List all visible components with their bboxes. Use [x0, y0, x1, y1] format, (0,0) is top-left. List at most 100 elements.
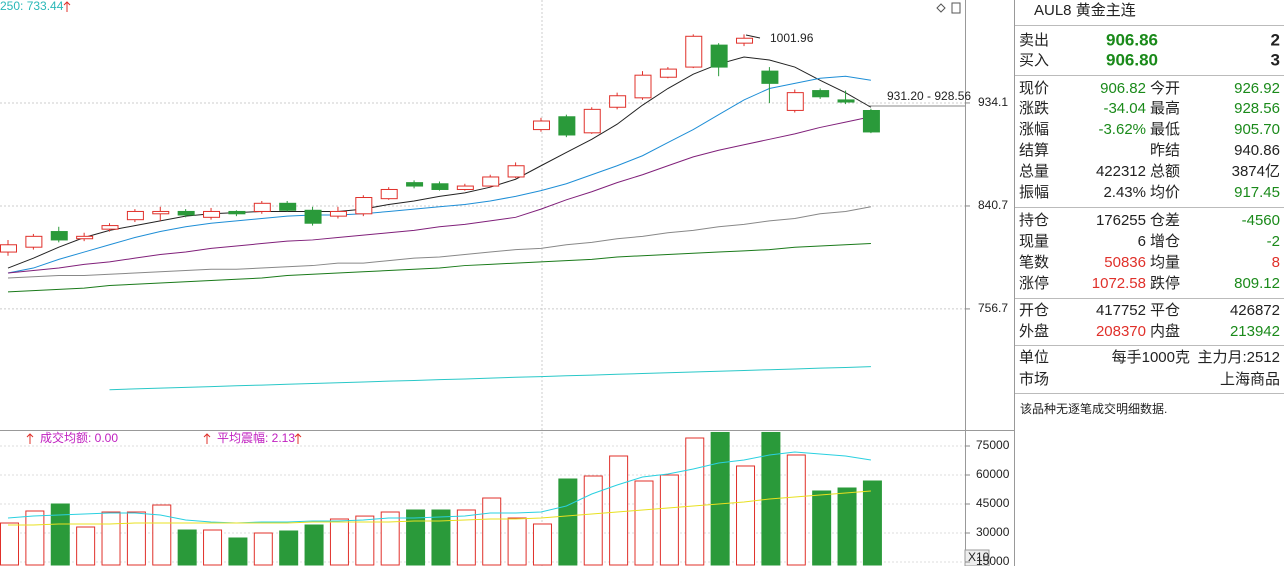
candle-body	[253, 202, 271, 212]
ma-line	[7, 116, 872, 274]
quote-value: 3874亿	[1232, 163, 1280, 180]
unit-label: 单位	[1019, 349, 1049, 366]
quote-value: 50836	[1104, 254, 1146, 271]
candle-body	[812, 90, 830, 98]
candle-body	[0, 244, 17, 253]
volume-bar	[406, 509, 426, 566]
quote-value: 906.82	[1100, 80, 1146, 97]
unit-value: 每手1000克	[1112, 349, 1190, 366]
candle-body	[126, 210, 144, 221]
quote-value: 417752	[1096, 302, 1146, 319]
message: 该品种无逐笔成交明细数据.	[1020, 401, 1167, 416]
quote-label: 均价	[1150, 184, 1180, 201]
volume-bar	[329, 518, 349, 566]
candle-body	[685, 35, 703, 68]
arrow-icon	[26, 433, 34, 444]
volume-bar	[431, 509, 451, 566]
volume-label: 平均震幅: 2.13	[217, 430, 295, 445]
volume-bar	[786, 454, 806, 566]
high-annotation: 1001.96	[770, 31, 814, 45]
quote-label: 仓差	[1150, 212, 1180, 229]
quote-label: 总额	[1150, 163, 1180, 180]
volume-bar	[583, 475, 603, 566]
quote-panel: AUL8 黄金主连 卖出 906.86 2 买入 906.80 3 单位 每手1…	[1019, 2, 1280, 416]
buy-label: 买入	[1019, 52, 1049, 69]
quote-value: 905.70	[1234, 121, 1280, 138]
quote-value: 2.43%	[1103, 184, 1146, 201]
quote-value: 8	[1272, 254, 1280, 271]
volume-bar	[126, 511, 146, 566]
volume-bar	[380, 511, 400, 566]
candle-body	[583, 108, 601, 134]
quote-label: 总量	[1019, 163, 1049, 180]
volume-bar	[203, 529, 223, 566]
y-tick-label: 75000	[976, 438, 1010, 452]
market-label: 市场	[1019, 371, 1049, 388]
quote-value: 208370	[1096, 323, 1146, 340]
volume-bar	[279, 530, 299, 566]
ma-line	[7, 75, 871, 274]
quote-label: 涨幅	[1019, 121, 1049, 138]
quote-label: 内盘	[1150, 322, 1180, 340]
candle-body	[203, 210, 221, 218]
volume-bar	[228, 537, 248, 566]
volume-bar	[558, 478, 578, 566]
buy-qty: 3	[1271, 50, 1280, 69]
quote-value: 6	[1138, 233, 1146, 250]
volume-bar	[0, 522, 19, 566]
quote-value: -2	[1267, 233, 1280, 250]
diamond-icon[interactable]	[936, 3, 946, 13]
candle-body	[609, 95, 627, 108]
quote-label: 跌停	[1150, 275, 1180, 292]
quote-label: 最低	[1150, 121, 1180, 138]
candle-body	[76, 235, 94, 240]
quote-label: 增仓	[1150, 233, 1180, 250]
y-tick-label: 30000	[976, 525, 1010, 539]
volume-bar	[609, 455, 629, 566]
candle-body	[406, 182, 424, 187]
ma-line	[7, 206, 872, 279]
y-tick-label: 756.7	[978, 301, 1008, 315]
candle-body	[761, 70, 779, 84]
candle-body	[329, 210, 347, 217]
volume-bar	[659, 474, 679, 566]
window-icon[interactable]	[951, 2, 961, 14]
candle-body	[634, 74, 652, 99]
candle-body	[558, 116, 576, 136]
volume-ma-line	[7, 451, 871, 524]
quote-label: 振幅	[1019, 184, 1049, 201]
quote-label: 均量	[1150, 254, 1180, 271]
quote-value: -3.62%	[1098, 121, 1146, 138]
arrow-icon	[63, 1, 71, 12]
y-tick-label: 45000	[976, 496, 1010, 510]
range-annotation: 931.20 - 928.56	[887, 89, 971, 103]
sell-price: 906.86	[1106, 30, 1158, 49]
ma-line	[7, 243, 871, 293]
quote-label: 开仓	[1019, 302, 1049, 319]
arrow-icon	[203, 433, 211, 444]
quote-value: 422312	[1096, 163, 1146, 180]
candle-body	[862, 109, 880, 133]
quote-value: 176255	[1096, 212, 1146, 229]
candle-body	[837, 99, 855, 103]
unit-extra: 主力月:2512	[1197, 349, 1280, 366]
volume-bar	[253, 532, 273, 566]
quote-value: 928.56	[1234, 100, 1280, 117]
quote-value: 426872	[1230, 302, 1280, 319]
quote-label: 平仓	[1150, 302, 1180, 319]
volume-bar	[837, 487, 857, 566]
volume-bar	[634, 480, 654, 566]
volume-label: 成交均额: 0.00	[40, 430, 118, 445]
volume-bar	[736, 465, 756, 566]
candle-body	[380, 188, 398, 200]
candle-body	[50, 231, 68, 241]
volume-bar	[710, 431, 730, 566]
volume-bar	[812, 490, 832, 566]
annotation-pointer	[745, 34, 761, 39]
candle-body	[532, 120, 550, 131]
scale-box[interactable]	[964, 549, 990, 566]
quote-label: 外盘	[1019, 322, 1049, 340]
volume-bar	[25, 510, 45, 566]
quote-value: 917.45	[1234, 184, 1280, 201]
